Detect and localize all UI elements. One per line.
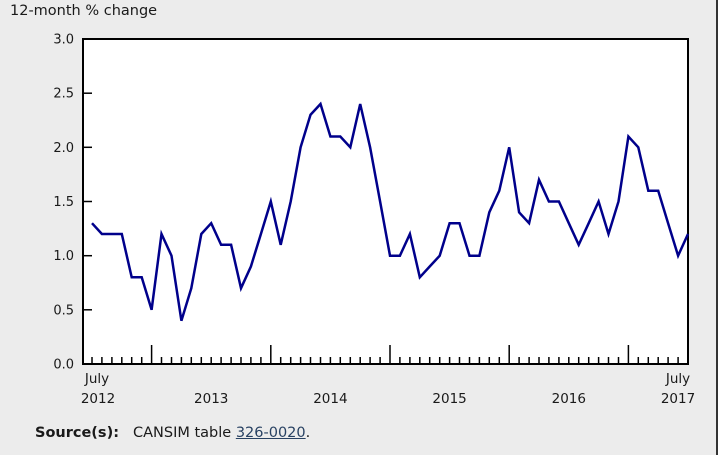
x-axis-label: 2012 — [81, 391, 115, 407]
x-axis-label: July — [84, 371, 109, 387]
x-axis-label: 2017 — [661, 391, 695, 407]
y-tick-label: 2.5 — [53, 87, 74, 102]
line-chart: 3.0 2.5 2.0 1.5 1.0 0.5 0.0 July 2012 2013 2014 201… — [53, 33, 695, 408]
y-tick-label: 3.0 — [53, 33, 74, 48]
source-table-link[interactable]: 326-0020 — [235, 425, 306, 441]
x-axis-label: 2013 — [194, 391, 228, 407]
y-tick-label: 2.0 — [53, 141, 74, 156]
source-row: Source(s): CANSIM table 326-0020. — [35, 425, 310, 441]
chart-title: 12-month % change — [10, 3, 158, 19]
y-tick-label: 0.0 — [53, 358, 74, 373]
source-suffix: . — [305, 425, 311, 441]
y-tick-label: 1.5 — [53, 195, 74, 210]
source-text: CANSIM table — [133, 425, 236, 441]
series-line — [91, 101, 690, 322]
source-label: Source(s): — [35, 425, 119, 441]
x-axis-label: 2015 — [432, 391, 466, 407]
x-axis-label: 2016 — [552, 391, 586, 407]
x-axis-label: 2014 — [313, 391, 347, 407]
y-tick-label: 0.5 — [53, 303, 74, 318]
x-axis-label: July — [665, 371, 690, 387]
y-tick-label: 1.0 — [53, 249, 74, 264]
